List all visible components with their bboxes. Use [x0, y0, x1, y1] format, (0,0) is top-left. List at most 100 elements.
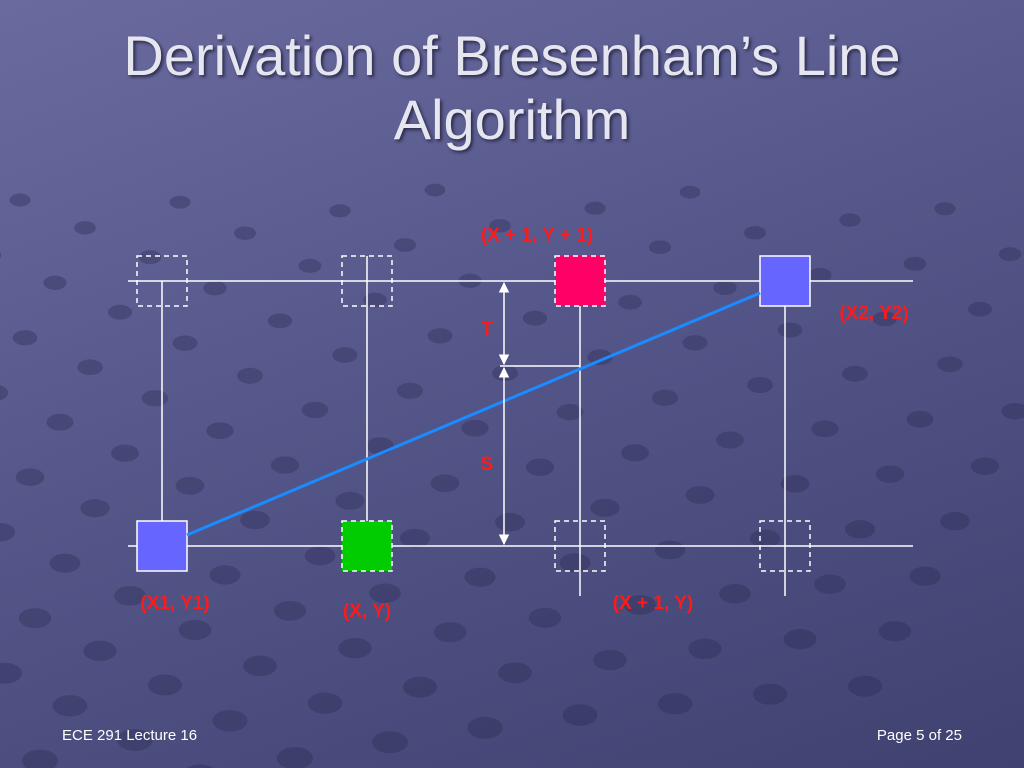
dot — [399, 528, 431, 548]
dot — [998, 247, 1022, 262]
dot — [49, 553, 81, 573]
dot — [685, 486, 715, 504]
empty-pixels — [136, 255, 811, 572]
dot — [811, 420, 839, 438]
dot — [744, 226, 766, 240]
dot — [0, 522, 16, 542]
dot — [777, 322, 803, 338]
dot — [752, 683, 788, 705]
dot — [270, 456, 300, 474]
dot — [240, 510, 270, 530]
dot — [335, 491, 365, 510]
label: (X + 1, Y + 1) — [481, 225, 593, 246]
dot — [178, 619, 212, 641]
dot — [719, 584, 751, 604]
dot — [648, 240, 672, 255]
dot — [433, 622, 467, 643]
dot — [138, 250, 162, 265]
dot — [114, 586, 146, 606]
dot — [688, 638, 722, 660]
dot — [276, 747, 314, 768]
pixels — [136, 255, 811, 572]
dot — [814, 574, 846, 594]
label: (X1, Y1) — [140, 593, 209, 614]
dot — [424, 183, 446, 197]
dot — [338, 637, 372, 659]
dot — [372, 731, 408, 754]
dot — [937, 356, 963, 373]
dot — [117, 729, 153, 751]
footer-left: ECE 291 Lecture 16 — [62, 727, 198, 744]
dot — [243, 655, 277, 677]
dot — [301, 401, 329, 419]
dot — [845, 519, 875, 539]
dot — [402, 676, 438, 698]
label: (X + 1, Y) — [613, 593, 693, 614]
dot — [746, 376, 774, 394]
dot — [593, 649, 627, 671]
dot — [212, 709, 248, 732]
dot — [267, 313, 293, 329]
dot — [111, 444, 139, 462]
dot — [147, 674, 183, 696]
dot — [624, 595, 656, 615]
dot — [427, 328, 453, 344]
footer-right: Page 5 of 25 — [876, 727, 962, 744]
dot — [872, 311, 898, 327]
dot — [186, 764, 214, 768]
dot — [307, 692, 343, 714]
dot — [12, 330, 38, 346]
slide-title: Derivation of Bresenham’s Line Algorithm — [123, 24, 901, 151]
dot — [847, 675, 883, 697]
dot — [15, 468, 45, 486]
dot — [783, 629, 817, 650]
dot — [525, 458, 555, 476]
dot — [430, 474, 460, 493]
dot — [842, 365, 868, 382]
dot — [43, 275, 67, 290]
dot — [80, 499, 110, 518]
dot — [682, 335, 708, 351]
dot — [393, 238, 417, 252]
dot — [528, 607, 562, 628]
dot — [74, 221, 96, 235]
dot — [906, 410, 934, 428]
dot — [9, 193, 31, 207]
dot — [332, 347, 358, 363]
dot — [875, 465, 905, 483]
dot — [46, 413, 74, 431]
dot — [107, 304, 133, 320]
dot — [618, 294, 642, 310]
label: (X, Y) — [343, 601, 391, 622]
grid — [128, 256, 913, 596]
dot — [369, 583, 401, 603]
dot — [169, 195, 191, 209]
dot — [968, 301, 992, 317]
label: (X2, Y2) — [839, 303, 908, 324]
dot — [522, 310, 548, 326]
dot — [77, 359, 103, 376]
dot — [467, 716, 503, 739]
dot — [934, 202, 956, 216]
label: S — [481, 454, 494, 475]
dot — [363, 292, 387, 308]
dot — [498, 662, 532, 684]
dot — [657, 693, 693, 715]
dot — [621, 444, 649, 462]
dot — [273, 600, 307, 621]
dot — [808, 267, 832, 283]
dot — [716, 431, 744, 449]
dot — [970, 457, 1000, 475]
dot — [237, 367, 263, 384]
dot — [587, 349, 613, 365]
dot — [396, 382, 424, 399]
dot — [209, 565, 241, 585]
dot — [461, 419, 489, 437]
dot — [839, 213, 861, 227]
dot — [172, 335, 198, 351]
dot — [21, 749, 59, 768]
dot — [713, 280, 737, 295]
dot — [878, 621, 912, 642]
dot — [304, 546, 336, 566]
